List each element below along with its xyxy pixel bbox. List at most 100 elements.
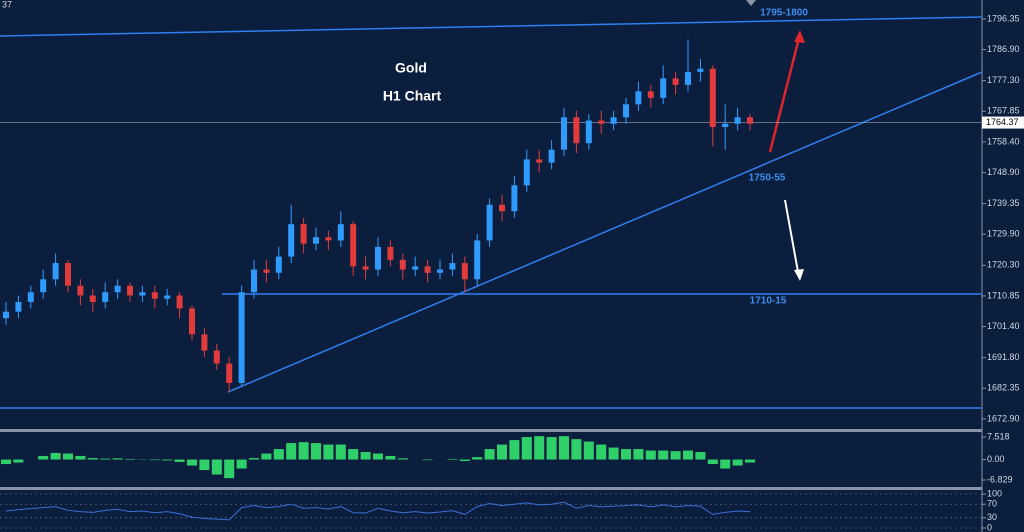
candle-body (523, 159, 530, 186)
candle-body (486, 204, 493, 241)
macd-bar (658, 450, 669, 460)
candle-body (424, 266, 431, 273)
macd-bar (125, 458, 135, 460)
macd-bar (472, 457, 483, 460)
candle-body (449, 263, 456, 270)
candle-body (114, 285, 121, 293)
candle-body (3, 311, 9, 319)
level-label: 1710-15 (750, 296, 787, 307)
candle-body (164, 295, 171, 299)
macd-bar (559, 436, 569, 460)
macd-bar (707, 459, 718, 465)
macd-bar (236, 459, 247, 469)
corner-text: 37 (2, 0, 12, 9)
y-tick-label: 0.00 (987, 454, 1005, 464)
candle-body (201, 334, 208, 351)
macd-bar (645, 450, 656, 460)
candle-body (474, 240, 481, 280)
macd-bar (162, 459, 173, 461)
macd-bar (397, 458, 408, 460)
candle-body (747, 117, 753, 124)
candle-body (387, 246, 394, 260)
y-tick-label: 0 (987, 522, 992, 532)
candle-body (685, 71, 691, 85)
down-arrow (784, 199, 799, 273)
macd-bar (447, 458, 458, 460)
macd-bar (273, 449, 284, 460)
candle-body (461, 263, 468, 280)
candle-body (598, 120, 605, 124)
macd-bar (149, 459, 160, 461)
candle-body (672, 78, 679, 85)
macd-bar (100, 458, 111, 460)
last-price-label: 1764.37 (986, 117, 1019, 127)
candle-body (399, 259, 406, 270)
candle-body (77, 285, 84, 296)
y-tick-label: 1729.90 (987, 229, 1020, 239)
y-tick-label: 1710.85 (987, 290, 1020, 300)
candle-body (499, 204, 505, 212)
macd-bar (497, 444, 507, 460)
subtitle: H1 Chart (383, 88, 442, 104)
candle-body (536, 159, 543, 163)
candle-body (697, 68, 704, 72)
panel-separator (0, 487, 982, 490)
candle-body (573, 117, 580, 144)
candle-body (15, 301, 22, 312)
title: Gold (395, 60, 427, 76)
candle-body (251, 269, 257, 293)
candle-body (734, 117, 741, 124)
y-tick-label: 1777.30 (987, 75, 1020, 85)
macd-bar (38, 455, 49, 460)
candle-body (722, 123, 729, 128)
macd-bar (521, 437, 532, 460)
macd-bar (459, 459, 470, 462)
level-label: 1795-1800 (760, 8, 808, 19)
candle-body (139, 292, 146, 296)
macd-bar (63, 453, 73, 460)
y-tick-label: 7.518 (987, 431, 1010, 441)
macd-bar (50, 452, 61, 460)
macd-bar (75, 455, 86, 460)
macd-bar (534, 436, 545, 460)
macd-bar (683, 450, 693, 460)
macd-bar (373, 453, 383, 460)
macd-bar (1, 459, 11, 465)
macd-bar (249, 458, 259, 460)
macd-bar (571, 439, 582, 460)
y-tick-label: 1672.90 (987, 413, 1020, 423)
channel-line (0, 16, 983, 37)
y-tick-label: 1739.35 (987, 198, 1020, 208)
candle-body (437, 269, 443, 273)
y-tick-label: 70 (987, 499, 997, 509)
candle-body (585, 120, 592, 144)
candle-body (40, 279, 47, 293)
candle-body (288, 224, 295, 257)
y-tick-label: 1748.90 (987, 167, 1020, 177)
down-arrow-head (794, 269, 804, 281)
candle-body (660, 78, 667, 98)
macd-bar (224, 459, 235, 479)
up-arrow-head (794, 30, 805, 43)
candle-body (275, 256, 282, 273)
macd-bar (596, 444, 607, 460)
y-tick-label: 1796.35 (987, 13, 1020, 23)
y-tick-label: 1786.90 (987, 44, 1020, 54)
candle-body (263, 269, 270, 273)
candle-body (709, 68, 716, 128)
candle-body (511, 185, 518, 212)
macd-bar (112, 458, 123, 460)
trend-line (227, 71, 983, 393)
macd-bar (348, 449, 359, 460)
candle-body (300, 224, 307, 244)
candle-body (89, 295, 96, 302)
macd-bar (87, 458, 98, 460)
candle-body (623, 104, 629, 118)
candle-body (635, 91, 642, 105)
candle-body (337, 224, 344, 241)
macd-bar (633, 449, 644, 460)
candle-body (375, 246, 381, 270)
macd-bar (745, 459, 755, 463)
candle-body (189, 308, 195, 335)
panel-separator (0, 429, 982, 432)
